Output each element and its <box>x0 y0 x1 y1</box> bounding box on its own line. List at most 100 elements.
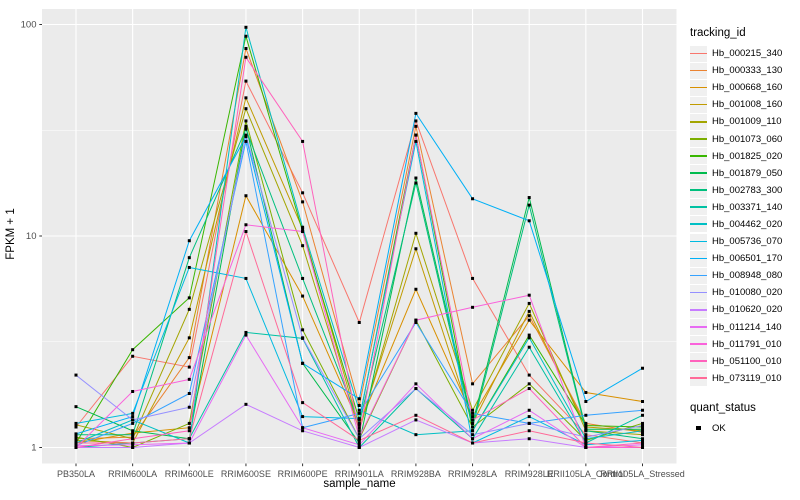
data-point <box>244 139 248 143</box>
data-point <box>244 133 248 137</box>
data-point <box>584 400 588 404</box>
legend-title-quant-status: quant_status <box>690 401 756 414</box>
data-point <box>414 247 418 251</box>
data-point <box>641 400 645 404</box>
data-point <box>584 435 588 439</box>
data-point <box>471 305 475 309</box>
legend-item: Hb_073119_010 <box>690 370 798 387</box>
data-point <box>641 441 645 445</box>
data-point <box>187 239 191 243</box>
data-point <box>527 314 531 318</box>
data-point <box>584 413 588 417</box>
data-point <box>357 438 361 442</box>
data-point <box>357 429 361 433</box>
data-point <box>527 421 531 425</box>
data-point <box>74 421 78 425</box>
legend-item: Hb_000668_160 <box>690 79 798 96</box>
data-point <box>414 418 418 422</box>
data-point <box>187 365 191 369</box>
data-point <box>244 223 248 227</box>
data-point <box>187 441 191 445</box>
legend-key-line-icon <box>690 79 707 96</box>
legend-key-line-icon <box>690 113 707 130</box>
data-point <box>357 397 361 401</box>
data-point <box>527 382 531 386</box>
data-point <box>414 133 418 137</box>
data-point <box>131 348 135 352</box>
data-point <box>187 392 191 396</box>
data-point <box>187 265 191 269</box>
data-point <box>301 191 305 195</box>
legend-item: Hb_008948_080 <box>690 267 798 284</box>
data-point <box>414 139 418 143</box>
data-point <box>244 194 248 198</box>
legend-item-label: Hb_073119_010 <box>712 372 782 384</box>
data-point <box>414 181 418 185</box>
legend-item: Hb_010080_020 <box>690 284 798 301</box>
data-point <box>414 119 418 123</box>
legend-item: Hb_001073_060 <box>690 130 798 148</box>
data-point <box>244 55 248 59</box>
black-square-marker-icon <box>696 425 701 431</box>
legend-line-swatch <box>690 69 707 72</box>
data-point <box>131 389 135 393</box>
data-point <box>414 413 418 417</box>
data-point <box>187 256 191 260</box>
legend-line-swatch <box>690 223 707 226</box>
data-point <box>357 411 361 415</box>
x-tick-label: RRIM928LA <box>448 469 497 479</box>
data-point <box>131 437 135 441</box>
legend-item-label: Hb_001009_110 <box>712 116 782 128</box>
legend-line-swatch <box>690 360 707 362</box>
legend-key-line-icon <box>690 370 707 387</box>
data-point <box>187 421 191 425</box>
legend-item: Hb_001825_020 <box>690 148 798 165</box>
x-tick-label: RRIM600LE <box>165 469 214 479</box>
data-point <box>584 421 588 425</box>
data-point <box>527 429 531 433</box>
data-point <box>301 227 305 231</box>
legend-line-swatch <box>690 189 707 191</box>
data-point <box>414 382 418 386</box>
legend-item-label: Hb_001073_060 <box>712 133 783 145</box>
data-point <box>244 230 248 234</box>
data-point <box>584 438 588 442</box>
legend-key-line-icon <box>690 233 707 250</box>
legend-item-label: OK <box>712 422 726 434</box>
legend-item-quant: OK <box>690 420 798 437</box>
data-point <box>187 307 191 311</box>
data-point <box>471 421 475 425</box>
legend-line-swatch <box>690 206 707 208</box>
x-axis-title: sample_name <box>323 478 396 490</box>
data-point <box>187 336 191 340</box>
data-point <box>74 432 78 436</box>
data-point <box>471 197 475 201</box>
data-point <box>471 433 475 437</box>
data-point <box>131 433 135 437</box>
data-point <box>584 441 588 445</box>
data-point <box>74 405 78 409</box>
data-point <box>187 426 191 430</box>
legend-key-line-icon <box>690 250 707 267</box>
data-point <box>357 403 361 407</box>
data-point <box>641 430 645 434</box>
data-point <box>414 231 418 235</box>
data-point <box>471 411 475 415</box>
data-point <box>131 441 135 445</box>
data-point <box>471 408 475 412</box>
data-point <box>357 417 361 421</box>
data-point <box>357 441 361 445</box>
legend-line-swatch <box>690 120 707 123</box>
data-point <box>527 408 531 412</box>
data-point <box>641 437 645 441</box>
legend-item: Hb_001008_160 <box>690 96 798 113</box>
legend-line-swatch <box>690 326 707 328</box>
legend-item-label: Hb_011791_010 <box>712 338 782 350</box>
data-point <box>187 356 191 360</box>
data-point <box>471 429 475 433</box>
x-tick-label: RRIM928LE <box>505 469 554 479</box>
data-point <box>131 354 135 358</box>
legend-key-line-icon <box>690 336 707 353</box>
data-point <box>74 444 78 448</box>
